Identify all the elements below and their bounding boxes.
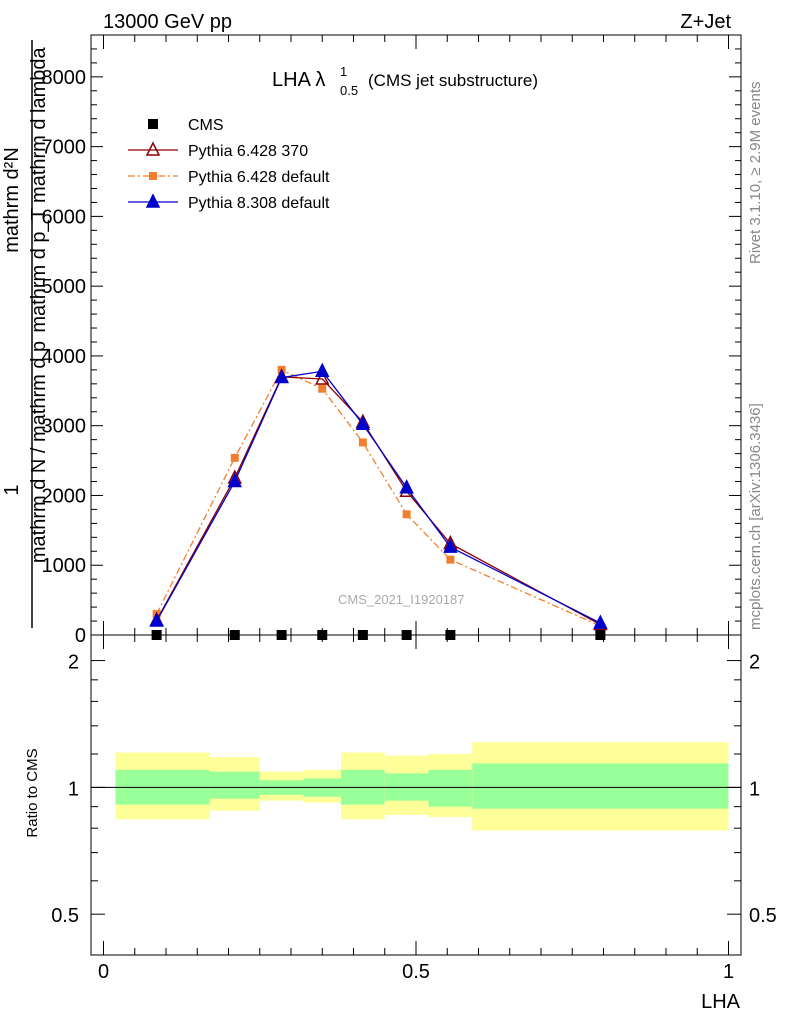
inner-band-bin (472, 763, 729, 809)
inner-band-bin (428, 769, 473, 807)
x-axis-label: LHA (701, 991, 741, 1013)
ratio-y-tick-label: 1 (68, 778, 79, 800)
main-y-axis: 0 1000 2000 3000 4000 5000 6000 7000 8000 (42, 34, 741, 647)
legend-label: Pythia 6.428 default (188, 169, 330, 186)
legend-marker (149, 172, 157, 180)
data-point (402, 510, 411, 519)
plot-title-sub: 0.5 (340, 83, 358, 98)
legend-marker (148, 119, 158, 129)
x-tick-label: 0.5 (402, 961, 430, 983)
data-point (227, 472, 242, 488)
ratio-y-tick-label-right: 1 (749, 778, 760, 800)
data-point (358, 438, 367, 447)
plot-title: LHA λ (272, 69, 325, 91)
data-point (318, 384, 327, 393)
legend-label: CMS (188, 117, 224, 134)
y-tick-label: 1000 (42, 555, 87, 577)
data-point (443, 538, 458, 553)
series-line (156, 370, 601, 624)
ratio-y-tick-label: 0.5 (51, 905, 79, 927)
series-pythia-6-428-370 (149, 368, 608, 631)
y-tick-label: 4000 (42, 346, 87, 368)
data-point (274, 368, 289, 384)
plot-title-main: LHA λ (272, 69, 325, 91)
ratio-plot: 0.5 0.51 12 2 0 0.5 1 Ratio to CMS LHA (24, 634, 777, 1013)
y-label-overlay-top: mathrm d²N (1, 147, 23, 253)
data-point (315, 362, 330, 378)
ratio-y-tick-label-right: 0.5 (749, 905, 777, 927)
data-point (315, 370, 330, 385)
data-point (149, 612, 164, 627)
data-point (230, 453, 239, 462)
ratio-bands (115, 742, 729, 831)
series-line (156, 376, 601, 626)
main-x-ticks (103, 35, 729, 635)
series-pythia-8-308-default (149, 362, 608, 629)
ratio-y-tick-label: 2 (68, 652, 79, 674)
y-tick-label: 6000 (42, 206, 87, 228)
legend-label: Pythia 6.428 370 (188, 143, 308, 160)
y-tick-label: 0 (75, 625, 86, 647)
data-point (446, 555, 455, 564)
data-point (399, 479, 414, 494)
header-right-label: Z+Jet (680, 11, 731, 33)
legend: CMS Pythia 6.428 370 Pythia 6.428 default P… (128, 117, 330, 212)
legend-marker (145, 193, 161, 208)
x-tick-label: 1 (723, 961, 734, 983)
ratio-y-label: Ratio to CMS (24, 748, 41, 837)
x-tick-label: 0 (98, 961, 109, 983)
y-label-denominator: mathrm d N / mathrm d p (28, 341, 50, 563)
y-tick-label: 3000 (42, 416, 87, 438)
rivet-label: Rivet 3.1.10, ≥ 2.9M events (747, 82, 764, 265)
y-tick-label: 7000 (42, 137, 87, 159)
inner-band-bin (209, 771, 260, 799)
ratio-y-axis: 0.5 0.5 1 1 2 2 (51, 652, 777, 956)
y-label-numerator: 1 (1, 484, 23, 495)
plot-title-tail: (CMS jet substructure) (368, 71, 538, 90)
legend-marker (145, 141, 161, 156)
y-tick-label: 8000 (42, 67, 87, 89)
data-point (355, 415, 371, 431)
plot-title-sup: 1 (340, 64, 347, 79)
data-point (593, 614, 608, 629)
watermark: CMS_2021_I1920187 (338, 592, 465, 607)
series-line (156, 369, 601, 627)
mcplots-label: mcplots.cern.ch [arXiv:1306.3436] (747, 403, 764, 630)
y-label-overlay-bottom: mathrm d p_T mathrm d lambda (28, 46, 50, 332)
ratio-x-axis: 0 0.5 1 (98, 635, 734, 983)
y-tick-label: 5000 (42, 276, 87, 298)
y-tick-label: 2000 (42, 485, 87, 507)
legend-label: Pythia 8.308 default (188, 195, 330, 212)
ratio-y-tick-label-right: 2 (749, 652, 760, 674)
header-left-label: 13000 GeV pp (103, 11, 232, 33)
